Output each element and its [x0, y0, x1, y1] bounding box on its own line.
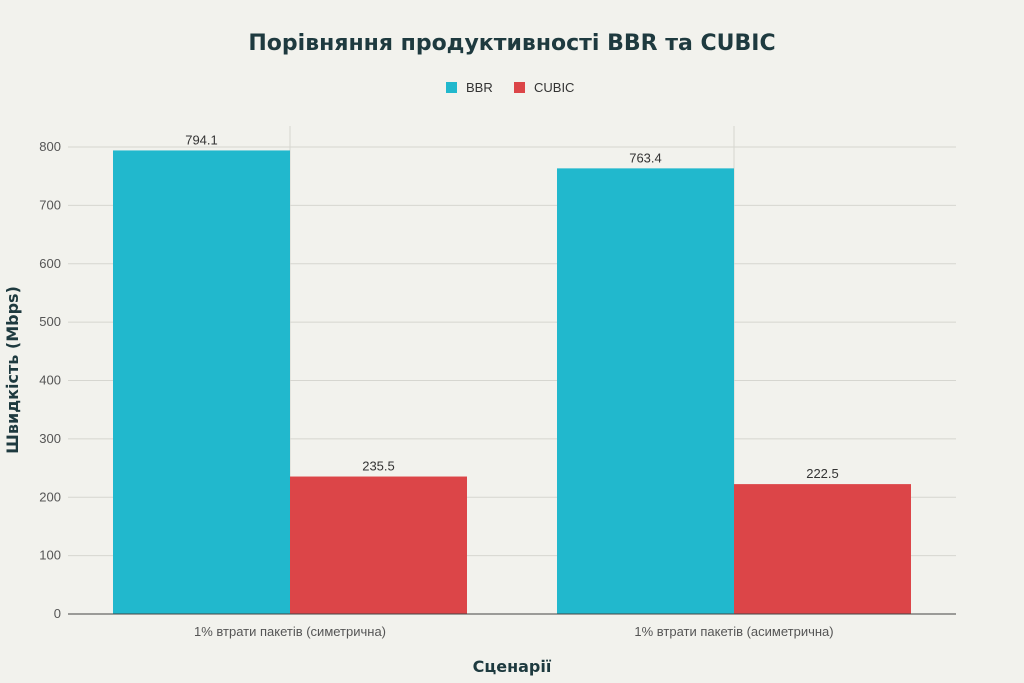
- bar-bbr-0: [113, 150, 290, 614]
- y-tick-label: 300: [39, 431, 61, 446]
- y-tick-label: 700: [39, 197, 61, 212]
- x-category-label: 1% втрати пакетів (асиметрична): [634, 624, 833, 639]
- x-axis-title: Сценарії: [473, 657, 552, 676]
- legend: BBR CUBIC: [446, 80, 574, 95]
- bar-cubic-1: [734, 484, 911, 614]
- y-tick-label: 100: [39, 548, 61, 563]
- data-label: 763.4: [629, 150, 662, 165]
- y-tick-label: 400: [39, 373, 61, 388]
- y-tick-label: 0: [54, 606, 61, 621]
- x-category-label: 1% втрати пакетів (симетрична): [194, 624, 386, 639]
- y-tick-label: 800: [39, 139, 61, 154]
- data-label: 235.5: [362, 459, 395, 474]
- y-axis-title: Швидкість (Mbps): [3, 286, 22, 454]
- data-label: 794.1: [185, 132, 218, 147]
- y-tick-label: 600: [39, 256, 61, 271]
- bar-cubic-0: [290, 476, 467, 614]
- legend-swatch: [514, 82, 525, 93]
- legend-swatch: [446, 82, 457, 93]
- data-labels: 794.1 235.5 763.4 222.5: [185, 132, 839, 481]
- x-axis-categories: 1% втрати пакетів (симетрична) 1% втрати …: [194, 624, 834, 639]
- y-axis-ticks: 0 100 200 300 400 500 600 700 800: [39, 139, 61, 621]
- bar-bbr-1: [557, 168, 734, 615]
- y-tick-label: 200: [39, 489, 61, 504]
- legend-label: BBR: [466, 80, 493, 95]
- data-label: 222.5: [806, 466, 839, 481]
- legend-label: CUBIC: [534, 80, 574, 95]
- bars: [113, 150, 911, 615]
- chart-title: Порівняння продуктивності BBR та CUBIC: [248, 31, 775, 56]
- y-tick-label: 500: [39, 314, 61, 329]
